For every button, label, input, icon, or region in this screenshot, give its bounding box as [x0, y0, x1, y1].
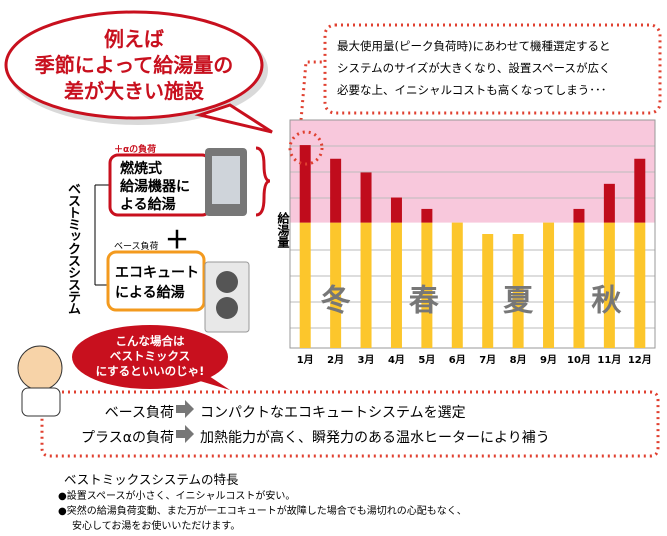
arrow	[176, 400, 194, 443]
note-text: 最大使用量(ピーク負荷時)にあわせて機種選定すると システムのサイズが大きくなり…	[337, 35, 610, 101]
bubble-line: 季節によって給湯量の	[34, 53, 234, 77]
bar-segment	[573, 222, 585, 348]
base-box	[106, 250, 206, 312]
bubble-tail	[194, 103, 273, 134]
bar-segment	[330, 222, 342, 348]
bar-segment	[299, 222, 311, 348]
fan	[216, 297, 238, 319]
bar-segment	[482, 234, 494, 348]
base-box-text: エコキュート による給湯	[115, 263, 199, 303]
advice-line: にするといいのじゃ!	[95, 364, 205, 378]
bubble-line: 例えば	[104, 27, 164, 51]
bar-segment	[421, 208, 433, 223]
system-bracket	[94, 184, 110, 286]
note-line: 必要な上、イニシャルコストも高くなってしまう･･･	[337, 83, 607, 97]
summary-text: コンパクトなエコキュートシステムを選定	[200, 405, 466, 421]
y-axis-label: 給湯量	[276, 212, 290, 248]
x-tick-label: 11月	[597, 354, 621, 366]
top-tag: ＋αの負荷	[114, 145, 157, 155]
feature-line: 安心してお湯をお使いいただけます。	[72, 521, 241, 532]
bar-segment	[299, 145, 311, 223]
brace	[255, 146, 271, 217]
feature-line: ●設置スペースが小さく、イニシャルコストが安い。	[58, 491, 296, 502]
features-list: ●設置スペースが小さく、イニシャルコストが安い。 ●突然の給湯負荷変動、また万が…	[58, 489, 467, 534]
summary-box	[40, 390, 660, 458]
features-title: ベストミックスシステムの特長	[64, 472, 239, 487]
plot-frame	[289, 119, 656, 349]
season-label: 秋	[591, 284, 621, 319]
bar-segment	[451, 222, 463, 348]
bar-segment	[603, 183, 615, 223]
x-tick-label: 6月	[449, 354, 466, 366]
advice-line: ベストミックス	[109, 349, 191, 363]
bar-segment	[512, 234, 524, 348]
summary-label: ベース負荷	[104, 405, 174, 421]
summary-label: プラスαの負荷	[81, 430, 174, 446]
bar-segment	[360, 222, 372, 348]
summary-text: 加熱能力が高く、瞬発力のある温水ヒーターにより補う	[200, 430, 550, 446]
x-tick-label: 1月	[297, 354, 314, 366]
x-tick-label: 4月	[388, 354, 405, 366]
grid	[290, 145, 655, 329]
fan	[216, 271, 238, 293]
plus: ＋	[165, 226, 189, 254]
bar-segment	[390, 197, 402, 223]
bar-segment	[421, 222, 433, 348]
base-box-line: による給湯	[115, 285, 185, 301]
bar-segment	[573, 208, 585, 223]
feature-line: ●突然の給湯負荷変動、また万が一エコキュートが故障した場合でも湯切れの心配もなく…	[58, 506, 467, 517]
top-box-line: 燃焼式	[120, 161, 162, 177]
x-tick-label: 7月	[479, 354, 496, 366]
bar-segment	[390, 222, 402, 348]
speech-bubble	[4, 10, 264, 120]
advice-text: こんな場合は ベストミックス にするといいのじゃ!	[72, 334, 228, 379]
bar-segment	[360, 172, 372, 223]
season-label: 夏	[503, 284, 534, 319]
bar-segment	[634, 158, 646, 223]
bar-segment	[543, 222, 555, 348]
x-tick-label: 5月	[418, 354, 435, 366]
bar-segment	[634, 222, 646, 348]
season-label: 春	[409, 284, 439, 319]
top-box-text: 燃焼式 給湯機器に よる給湯	[120, 160, 190, 214]
chart: 1月 2月 3月 4月 5月 6月 7月 8月 9月 10月 11月 12月 冬 春 夏 秋	[289, 119, 656, 366]
note-line: 最大使用量(ピーク負荷時)にあわせて機種選定すると	[337, 39, 611, 53]
heater-image-panel	[212, 156, 240, 204]
x-tick-label: 3月	[358, 354, 375, 366]
note-line: システムのサイズが大きくなり、設置スペースが広く	[337, 61, 611, 75]
peak-zone	[290, 120, 655, 223]
bubble-line: 差が大きい施設	[64, 79, 204, 103]
base-box-line: エコキュート	[115, 265, 199, 281]
top-box-line: よる給湯	[120, 197, 176, 213]
professor	[17, 345, 63, 391]
x-tick-label: 10月	[567, 354, 591, 366]
top-box-line: 給湯機器に	[120, 179, 190, 195]
advice-bubble	[72, 325, 228, 389]
x-tick-label: 12月	[628, 354, 652, 366]
x-tick-label: 8月	[510, 354, 527, 366]
bar-segment	[603, 222, 615, 348]
base-tag: ベース負荷	[114, 242, 159, 252]
professor-body	[21, 387, 61, 417]
x-tick-label: 2月	[327, 354, 344, 366]
advice-line: こんな場合は	[115, 334, 185, 348]
bubble-text: 例えば 季節によって給湯量の 差が大きい施設	[0, 26, 268, 104]
season-label: 冬	[321, 284, 351, 319]
system-label: ベストミックスシステム	[65, 182, 80, 314]
x-tick-label: 9月	[540, 354, 557, 366]
note-box	[323, 23, 662, 115]
bar-segment	[330, 158, 342, 223]
